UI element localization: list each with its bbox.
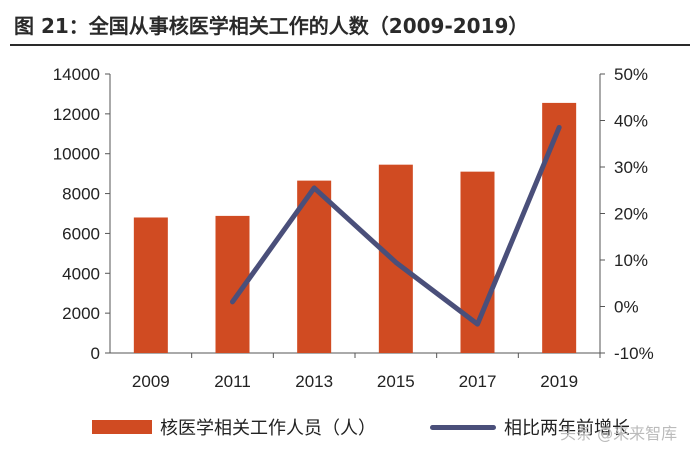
y-right-tick-label: 40% — [614, 112, 648, 131]
y-right-tick-label: 10% — [614, 251, 648, 270]
legend: 核医学相关工作人员（人） 相比两年前增长 — [0, 414, 700, 444]
x-tick-label: 2011 — [214, 372, 251, 391]
axes-layer: 0 2000 4000 6000 8000 10000 12000 14000 -10% 0% 10… — [53, 65, 654, 391]
figure-title: 图 21：全国从事核医学相关工作的人数（2009-2019） — [14, 14, 529, 38]
legend-item-line: 相比两年前增长 — [430, 414, 630, 440]
y-right-tick-label: -10% — [614, 344, 654, 363]
y-right-tick-label: 50% — [614, 65, 648, 84]
x-tick-label: 2015 — [377, 372, 415, 391]
bar-2009 — [133, 217, 168, 353]
watermark: 头条 @来来智库 — [560, 424, 678, 443]
bars-layer — [133, 102, 577, 354]
legend-line-label: 相比两年前增长 — [504, 418, 630, 439]
y-left-tick-label: 8000 — [62, 185, 100, 204]
y-left-tick-label: 0 — [91, 344, 100, 363]
y-right-tick-label: 20% — [614, 205, 648, 224]
title-divider — [10, 44, 690, 46]
growth-point — [393, 260, 398, 265]
legend-item-bar: 核医学相关工作人员（人） — [92, 414, 376, 440]
y-right-tick-label: 30% — [614, 158, 648, 177]
growth-point — [312, 185, 317, 190]
y-right-tick-label: 0% — [614, 298, 639, 317]
x-tick-label: 2017 — [459, 372, 497, 391]
legend-bar-swatch — [92, 420, 152, 434]
legend-bar-label: 核医学相关工作人员（人） — [160, 418, 376, 439]
y-left-tick-label: 2000 — [62, 304, 100, 323]
bar-2013 — [297, 180, 332, 353]
bar-2019 — [542, 102, 577, 354]
y-left-tick-label: 12000 — [53, 105, 100, 124]
y-left-tick-label: 10000 — [53, 145, 100, 164]
growth-point — [230, 299, 235, 304]
line-layer — [230, 124, 562, 327]
y-left-tick-label: 4000 — [62, 264, 100, 283]
x-tick-label: 2013 — [295, 372, 333, 391]
legend-line-swatch — [430, 424, 496, 430]
growth-point — [475, 322, 480, 327]
bar-2015 — [378, 164, 413, 353]
x-tick-label: 2019 — [540, 372, 578, 391]
y-left-tick-label: 6000 — [62, 224, 100, 243]
combo-chart: 0 2000 4000 6000 8000 10000 12000 14000 -10% 0% 10… — [53, 65, 654, 391]
y-left-tick-label: 14000 — [53, 65, 100, 84]
x-tick-label: 2009 — [132, 372, 170, 391]
growth-point — [557, 125, 562, 130]
